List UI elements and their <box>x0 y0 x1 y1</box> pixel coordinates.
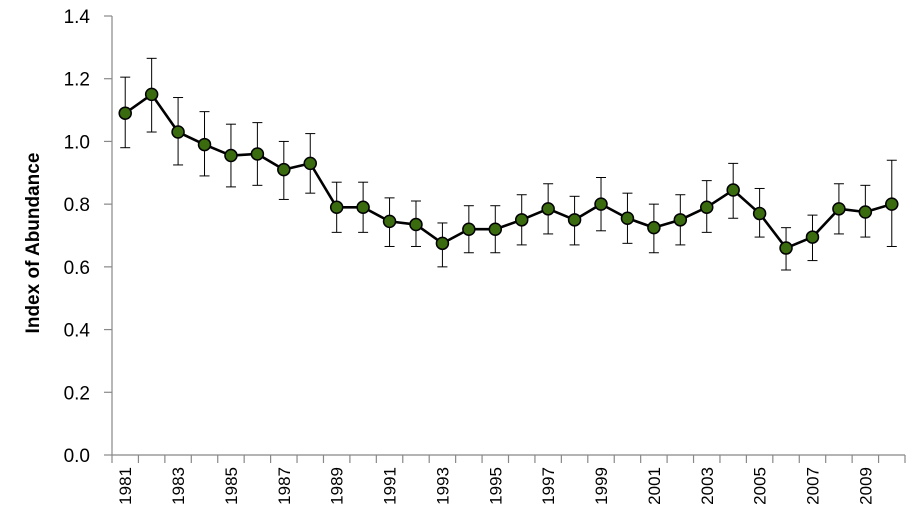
data-point <box>118 106 132 120</box>
data-point <box>409 217 423 232</box>
data-point <box>277 162 291 177</box>
data-point <box>329 200 344 215</box>
error-bars <box>120 57 897 271</box>
data-point <box>144 87 159 102</box>
x-tick-label: 1983 <box>169 467 188 505</box>
x-tick-label: 1989 <box>328 467 347 505</box>
data-point <box>620 211 635 226</box>
data-point <box>382 214 397 229</box>
data-point <box>700 200 714 215</box>
x-tick-label: 2001 <box>645 467 664 505</box>
y-tick-label: 1.4 <box>64 7 91 28</box>
data-point <box>726 183 740 197</box>
x-tick-label: 2003 <box>698 467 717 505</box>
data-point <box>488 222 503 236</box>
x-tick-label: 2007 <box>803 467 822 505</box>
x-tick-label: 1993 <box>433 467 452 505</box>
x-tick-label: 1997 <box>539 467 558 505</box>
data-point <box>885 197 899 211</box>
data-point <box>435 236 450 251</box>
y-tick-label: 0.6 <box>64 258 90 279</box>
data-point <box>673 213 688 227</box>
data-point <box>250 147 265 161</box>
x-tick-label: 1985 <box>222 467 241 505</box>
x-tick-label: 1999 <box>592 467 611 505</box>
data-point <box>356 200 370 215</box>
data-point <box>647 220 661 235</box>
data-series <box>118 87 899 255</box>
data-point <box>541 202 555 216</box>
data-point <box>832 202 846 216</box>
data-point <box>224 148 238 163</box>
data-point <box>197 137 212 152</box>
series-line <box>124 93 893 250</box>
y-axis: 0.0 0.2 0.4 0.6 0.8 1.0 1.2 1.4 <box>64 7 113 467</box>
data-point <box>779 241 793 255</box>
x-axis: 1981 1983 1985 1987 1989 1991 1993 1995 1997 1999… <box>111 454 906 505</box>
x-tick-label: 2009 <box>856 467 875 505</box>
y-tick-label: 0.8 <box>64 195 90 216</box>
data-point <box>303 156 317 171</box>
x-tick-label: 1987 <box>275 467 294 505</box>
data-point <box>171 125 185 139</box>
y-tick-label: 0.2 <box>64 383 90 404</box>
data-point <box>594 197 608 211</box>
data-point <box>567 213 582 227</box>
x-tick-label: 1981 <box>116 467 135 505</box>
data-point <box>752 206 767 221</box>
y-tick-label: 1.2 <box>64 70 90 91</box>
y-axis-label: Index of Abundance <box>23 153 44 334</box>
x-tick-label: 1991 <box>381 467 400 505</box>
data-point <box>462 222 476 236</box>
y-tick-label: 0.4 <box>64 321 91 342</box>
y-tick-label: 0.0 <box>64 446 90 467</box>
x-tick-label: 1995 <box>486 467 505 505</box>
x-tick-label: 2005 <box>751 467 770 505</box>
data-point <box>858 205 873 219</box>
y-tick-label: 1.0 <box>64 132 90 153</box>
data-point <box>805 230 820 244</box>
data-point <box>514 213 529 227</box>
